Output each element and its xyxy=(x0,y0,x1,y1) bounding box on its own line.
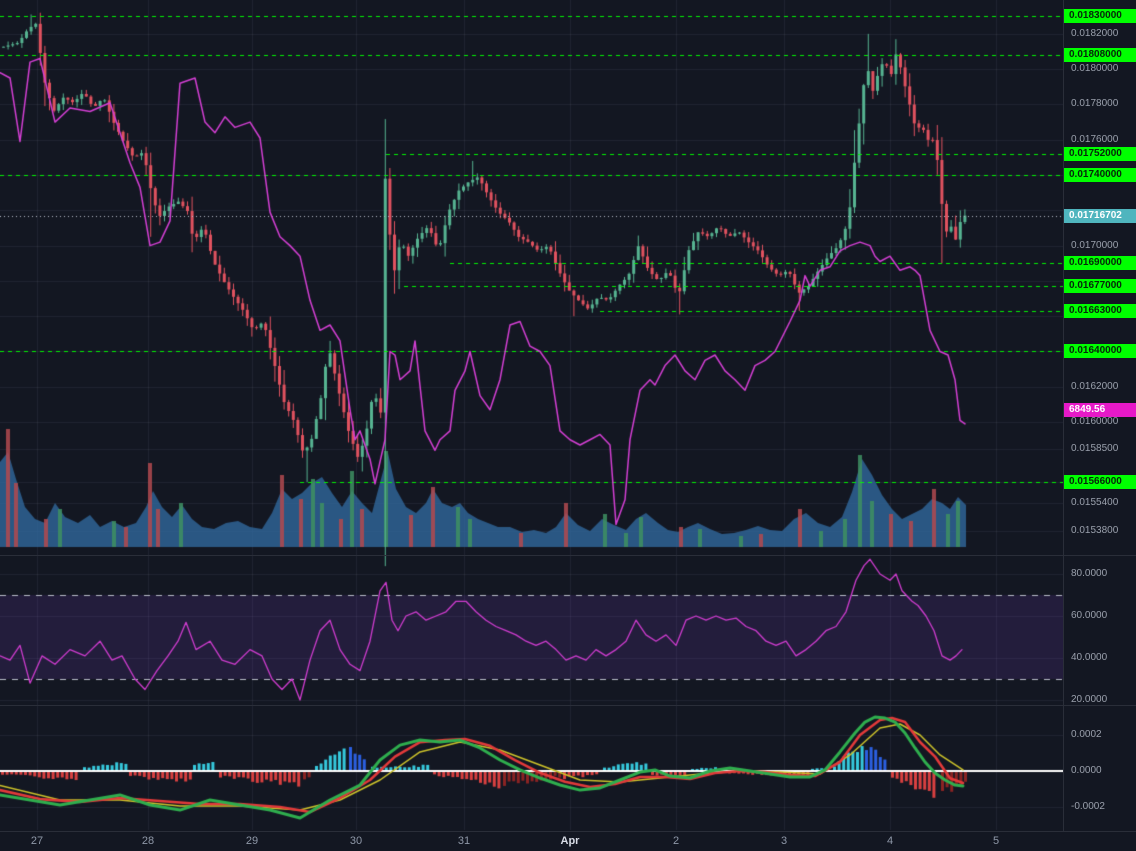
price-level-flag: 0.01677000 xyxy=(1064,279,1136,294)
rsi-tick-label: 80.0000 xyxy=(1071,568,1108,579)
price-level-flag: 0.01830000 xyxy=(1064,9,1136,24)
rsi-tick-label: 40.0000 xyxy=(1071,652,1108,663)
axis-pane-separator xyxy=(1064,705,1136,706)
price-tick-label: 0.0153800 xyxy=(1071,525,1119,537)
price-level-flag: 0.01566000 xyxy=(1064,475,1136,490)
axis-pane-separator xyxy=(1064,555,1136,556)
time-tick-label: 31 xyxy=(457,835,471,847)
last-price-flag: 0.01716702 xyxy=(1064,209,1136,224)
pane-separator-price-rsi[interactable] xyxy=(0,555,1063,556)
time-tick-label: 28 xyxy=(141,835,155,847)
time-tick-label: 29 xyxy=(245,835,259,847)
price-level-flag: 0.01640000 xyxy=(1064,344,1136,359)
price-tick-label: 0.0176000 xyxy=(1071,133,1119,145)
price-level-flag: 0.01690000 xyxy=(1064,256,1136,271)
price-axis[interactable]: 0.0182000 0.0180000 0.0178000 0.0176000 0.01… xyxy=(1063,0,1136,831)
time-axis[interactable]: 27 28 29 30 31 Apr 2 3 4 5 xyxy=(0,831,1136,851)
price-level-flag: 0.01740000 xyxy=(1064,168,1136,183)
price-tick-label: 0.0162000 xyxy=(1071,380,1119,392)
time-tick-label: 27 xyxy=(30,835,44,847)
price-tick-label: 0.0180000 xyxy=(1071,63,1119,75)
time-tick-label: 3 xyxy=(780,835,788,847)
chart-plot-area[interactable] xyxy=(0,0,1063,831)
price-level-flag: 0.01808000 xyxy=(1064,48,1136,63)
time-tick-label: 2 xyxy=(672,835,680,847)
time-tick-label: Apr xyxy=(560,835,580,847)
rsi-tick-label: 20.0000 xyxy=(1071,694,1108,705)
price-tick-label: 0.0178000 xyxy=(1071,98,1119,110)
price-tick-label: 0.0155400 xyxy=(1071,497,1119,509)
price-tick-label: 0.0182000 xyxy=(1071,27,1119,39)
time-tick-label: 4 xyxy=(886,835,894,847)
pane-separator-rsi-macd[interactable] xyxy=(0,705,1063,706)
time-tick-label: 5 xyxy=(992,835,1000,847)
macd-tick-label: 0.0002 xyxy=(1071,729,1102,740)
price-tick-label: 0.0158500 xyxy=(1071,442,1119,454)
overlay-price-flag: 6849.56 xyxy=(1064,402,1136,417)
macd-tick-label: 0.0000 xyxy=(1071,765,1102,776)
price-level-flag: 0.01663000 xyxy=(1064,303,1136,318)
time-tick-label: 30 xyxy=(349,835,363,847)
price-tick-label: 0.0170000 xyxy=(1071,239,1119,251)
macd-tick-label: -0.0002 xyxy=(1071,801,1105,812)
rsi-tick-label: 60.0000 xyxy=(1071,610,1108,621)
price-level-flag: 0.01752000 xyxy=(1064,146,1136,161)
price-tick-label: 0.0160000 xyxy=(1071,416,1119,428)
